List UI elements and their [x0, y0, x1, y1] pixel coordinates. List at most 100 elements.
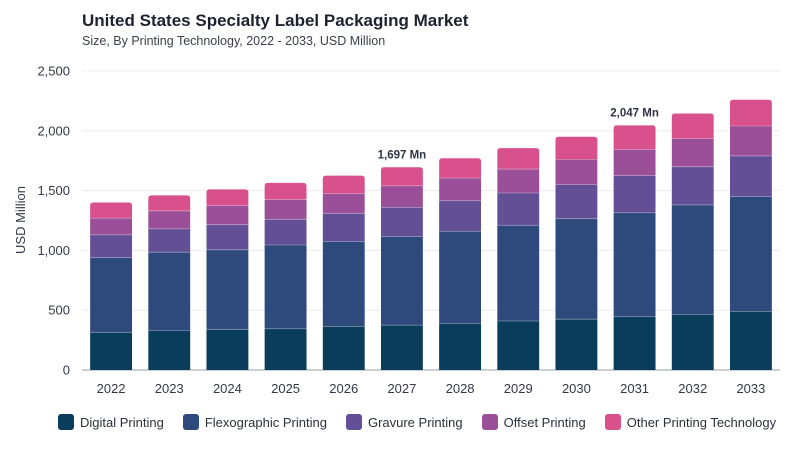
bar-segment-flexographic-printing	[90, 257, 133, 333]
bar-segment-flexographic-printing	[322, 241, 365, 327]
bar-segment-other-printing-technology	[497, 148, 540, 170]
legend-item-gravure-printing: Gravure Printing	[345, 414, 463, 430]
legend-item-flexographic-printing: Flexographic Printing	[182, 414, 327, 430]
bar-segment-other-printing-technology	[729, 99, 772, 127]
bar-segment-offset-printing	[148, 210, 191, 229]
x-tick-label: 2028	[446, 381, 475, 396]
legend-label: Gravure Printing	[367, 414, 463, 430]
legend-swatch	[345, 414, 362, 430]
legend-label: Flexographic Printing	[204, 414, 327, 430]
bar-segment-digital-printing	[671, 314, 714, 370]
bar-stack-2033	[729, 99, 772, 370]
bar-stack-2029	[497, 148, 540, 370]
bar-segment-flexographic-printing	[671, 204, 714, 315]
x-tick-label: 2033	[736, 381, 765, 396]
legend-swatch	[182, 414, 199, 430]
legend-item-offset-printing: Offset Printing	[481, 414, 586, 430]
bar-stack-2024	[206, 189, 249, 370]
bar-segment-gravure-printing	[206, 224, 249, 250]
bar-segment-other-printing-technology	[148, 195, 191, 211]
bar-segment-flexographic-printing	[555, 218, 598, 320]
bar-segment-digital-printing	[322, 326, 365, 370]
bar-segment-offset-printing	[206, 205, 249, 225]
legend-item-digital-printing: Digital Printing	[58, 414, 164, 430]
annotations: 1,697 Mn 2,047 Mn	[378, 107, 659, 161]
bar-segment-other-printing-technology	[555, 136, 598, 160]
bar-segment-flexographic-printing	[380, 236, 423, 326]
bar-segment-other-printing-technology	[322, 175, 365, 194]
bar-segment-other-printing-technology	[264, 182, 307, 200]
bar-segment-gravure-printing	[148, 228, 191, 253]
legend-label: Offset Printing	[503, 414, 586, 430]
bar-stack-2030	[555, 136, 598, 370]
bar-segment-flexographic-printing	[729, 196, 772, 312]
bar-stack-2031	[613, 125, 656, 370]
bar-segment-gravure-printing	[613, 175, 656, 213]
y-tick-label: 2,500	[37, 64, 70, 79]
legend-swatch	[604, 414, 621, 430]
bar-segment-gravure-printing	[497, 192, 540, 226]
bar-segment-offset-printing	[439, 178, 482, 201]
y-axis-ticks: 0 500 1,000 1,500 2,000 2,500	[37, 64, 70, 378]
bar-segment-gravure-printing	[671, 166, 714, 205]
bar-segment-offset-printing	[264, 199, 307, 220]
bar-stack-2022	[90, 202, 133, 370]
x-tick-label: 2025	[271, 381, 300, 396]
bar-segment-flexographic-printing	[613, 212, 656, 317]
bar-segment-offset-printing	[729, 126, 772, 156]
x-tick-label: 2026	[329, 381, 358, 396]
grid-lines	[82, 70, 780, 371]
bar-stack-2032	[671, 113, 714, 370]
bar-segment-other-printing-technology	[439, 158, 482, 179]
bar-segment-digital-printing	[206, 329, 249, 370]
bar-segment-gravure-printing	[90, 234, 133, 258]
bar-stack-2028	[439, 158, 482, 370]
legend-label: Other Printing Technology	[626, 414, 777, 430]
x-tick-label: 2027	[387, 381, 416, 396]
bar-segment-gravure-printing	[264, 219, 307, 246]
bar-segment-digital-printing	[90, 332, 133, 370]
y-tick-label: 0	[63, 363, 70, 378]
bar-segment-offset-printing	[90, 218, 133, 235]
bar-segment-gravure-printing	[322, 213, 365, 242]
data-label: 2,047 Mn	[610, 107, 659, 119]
bar-segment-flexographic-printing	[206, 249, 249, 330]
bar-segment-digital-printing	[555, 319, 598, 370]
bars	[90, 99, 772, 370]
legend: Digital Printing Flexographic Printing Gra…	[58, 414, 795, 430]
bar-segment-digital-printing	[148, 330, 191, 370]
bar-segment-flexographic-printing	[439, 231, 482, 324]
bar-segment-gravure-printing	[380, 207, 423, 237]
legend-swatch	[481, 414, 498, 430]
bar-segment-offset-printing	[322, 193, 365, 214]
bar-segment-digital-printing	[613, 316, 656, 370]
bar-segment-flexographic-printing	[148, 252, 191, 331]
bar-segment-digital-printing	[264, 328, 307, 370]
chart-subtitle: Size, By Printing Technology, 2022 - 203…	[82, 34, 386, 48]
data-label: 1,697 Mn	[378, 149, 427, 161]
bar-stack-2026	[322, 175, 365, 370]
y-axis-label: USD Million	[13, 186, 28, 254]
bar-segment-other-printing-technology	[613, 125, 656, 150]
bar-segment-offset-printing	[497, 169, 540, 193]
x-tick-label: 2024	[213, 381, 242, 396]
bar-segment-offset-printing	[380, 185, 423, 208]
y-tick-label: 2,000	[37, 123, 70, 138]
bar-segment-offset-printing	[555, 159, 598, 185]
y-tick-label: 1,000	[37, 243, 70, 258]
y-tick-label: 500	[48, 303, 70, 318]
x-axis-ticks: 2022 2023 2024 2025 2026 2027 2028 2029 2030 2031…	[97, 381, 766, 396]
x-tick-label: 2029	[504, 381, 533, 396]
bar-stack-2023	[148, 195, 191, 370]
bar-segment-digital-printing	[380, 325, 423, 370]
bar-segment-gravure-printing	[729, 155, 772, 197]
y-tick-label: 1,500	[37, 183, 70, 198]
bar-segment-other-printing-technology	[206, 189, 249, 206]
chart-title: United States Specialty Label Packaging …	[82, 11, 469, 30]
bar-segment-other-printing-technology	[380, 167, 423, 186]
bar-stack-2027	[380, 167, 423, 370]
bar-segment-flexographic-printing	[497, 225, 540, 321]
bar-segment-offset-printing	[671, 138, 714, 167]
x-tick-label: 2022	[97, 381, 126, 396]
